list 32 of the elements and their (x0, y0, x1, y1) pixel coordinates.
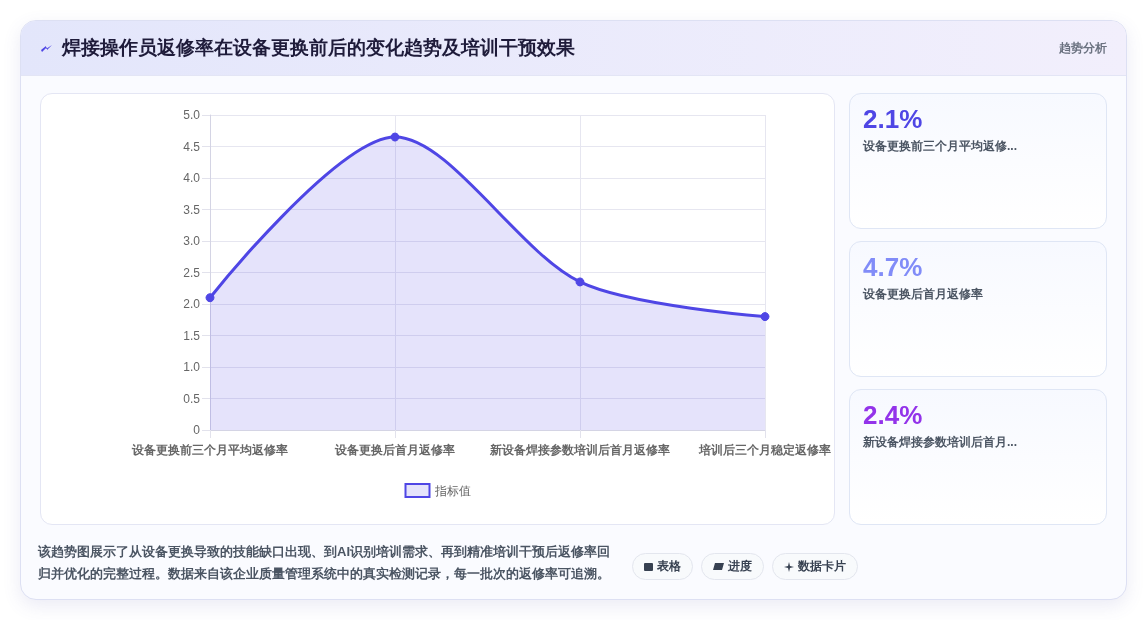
text: 4.7% (863, 251, 923, 283)
text: 设备更换后首月返修率 (863, 286, 983, 303)
y-tick-label: 0.5 (183, 391, 201, 406)
point (760, 312, 770, 322)
y-tick-label: 3.5 (183, 202, 201, 217)
y-tick-label: 5.0 (183, 108, 201, 122)
y-tick-label: 2.0 (183, 297, 201, 311)
point (390, 132, 400, 142)
y-tick-label: 1.5 (183, 328, 201, 343)
text: 新设备焊接参数培训后首月... (863, 434, 1018, 451)
text: 2.1% (863, 103, 923, 135)
text: 趋势分析 (1059, 40, 1107, 57)
y-tick-label: 4.0 (183, 171, 201, 185)
pill-button: 进度 (701, 553, 764, 580)
y-tick-label: 0 (193, 423, 201, 437)
point (205, 293, 215, 303)
point (575, 277, 585, 287)
pill-button: 数据卡片 (772, 553, 858, 580)
text: 设备更换前三个月平均返修... (863, 138, 1018, 155)
chart-title: 焊接操作员返修率在设备更换前后的变化趋势及培训干预效果 (62, 36, 575, 60)
x-tick-label: 设备更换后首月返修率 (334, 443, 455, 457)
x-tick-label: 培训后三个月稳定返修率 (698, 443, 831, 457)
legend-label: 指标值 (433, 483, 471, 498)
text: 该趋势图展示了从设备更换导致的技能缺口出现、到AI识别培训需求、再到精准培训干预后返修率回归并优化的完整过程。数据来自该企业质量管理系统中的真实检测记录，每一批次的返修率可追溯。 (38, 543, 611, 583)
pill-button: 表格 (632, 553, 693, 580)
y-tick-label: 3.0 (183, 234, 201, 248)
y-tick-label: 2.5 (183, 265, 201, 280)
y-tick-label: 4.5 (183, 139, 201, 154)
y-tick-label: 1.0 (183, 360, 201, 374)
text: 2.4% (863, 399, 923, 431)
x-tick-label: 设备更换前三个月平均返修率 (131, 443, 288, 457)
x-tick-label: 新设备焊接参数培训后首月返修率 (489, 443, 670, 457)
